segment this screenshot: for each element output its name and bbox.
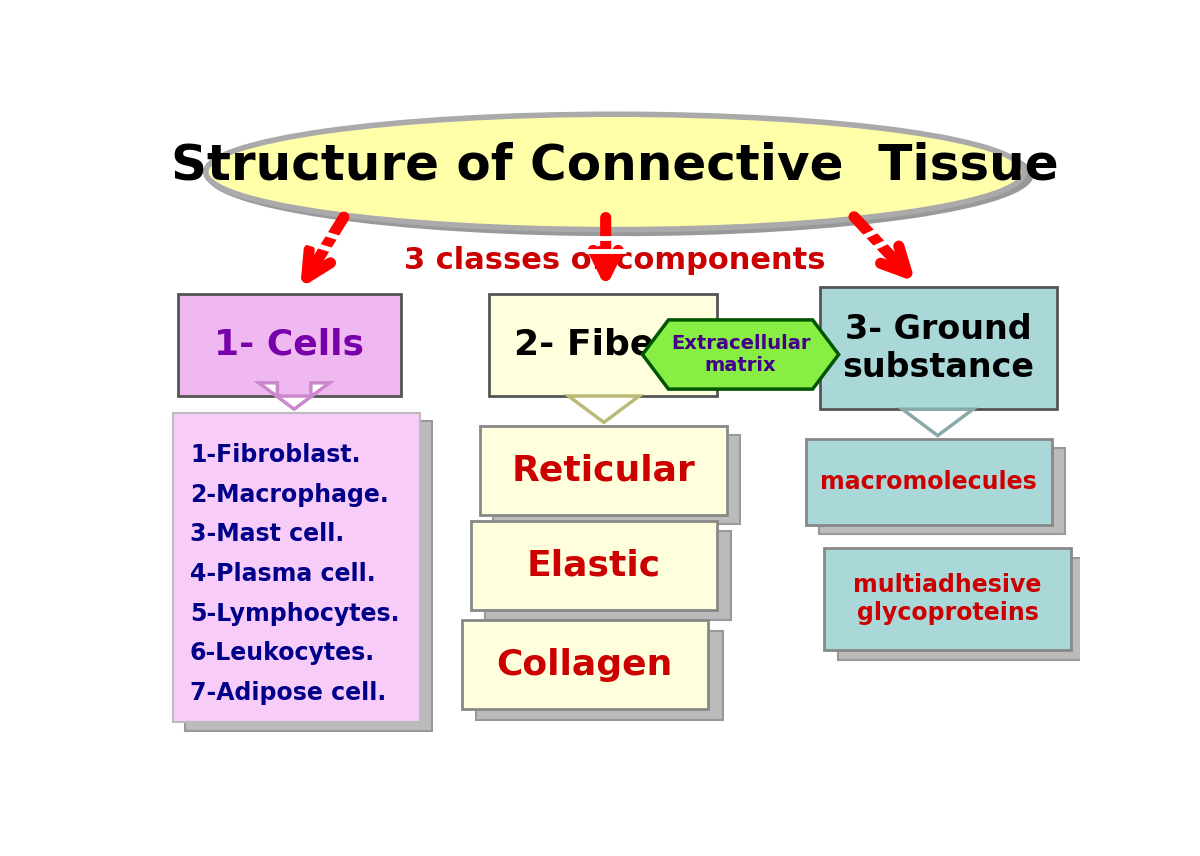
Text: macromolecules: macromolecules <box>821 470 1037 494</box>
FancyBboxPatch shape <box>490 294 718 396</box>
Text: Elastic: Elastic <box>527 549 661 583</box>
Text: 1- Cells: 1- Cells <box>215 328 365 362</box>
FancyBboxPatch shape <box>818 448 1066 534</box>
Polygon shape <box>902 409 973 436</box>
Text: 7-Adipose cell.: 7-Adipose cell. <box>190 681 386 704</box>
Text: 6-Leukocytes.: 6-Leukocytes. <box>190 641 376 665</box>
FancyBboxPatch shape <box>805 439 1052 525</box>
FancyBboxPatch shape <box>485 531 731 620</box>
Ellipse shape <box>206 114 1025 229</box>
Ellipse shape <box>206 114 1033 236</box>
Text: 4-Plasma cell.: 4-Plasma cell. <box>190 562 376 586</box>
Polygon shape <box>259 383 330 409</box>
FancyBboxPatch shape <box>480 425 727 514</box>
FancyBboxPatch shape <box>462 620 708 709</box>
Text: 2- Fibers: 2- Fibers <box>514 328 694 362</box>
Text: Collagen: Collagen <box>497 648 673 681</box>
FancyBboxPatch shape <box>476 631 722 720</box>
Polygon shape <box>569 396 640 422</box>
Text: 2-Macrophage.: 2-Macrophage. <box>190 483 389 507</box>
Text: 3- Ground
substance: 3- Ground substance <box>842 312 1034 383</box>
FancyBboxPatch shape <box>185 421 432 731</box>
FancyBboxPatch shape <box>820 288 1057 409</box>
FancyBboxPatch shape <box>178 294 401 396</box>
Text: 3 classes of components: 3 classes of components <box>404 247 826 276</box>
FancyBboxPatch shape <box>493 435 739 524</box>
Text: 1-Fibroblast.: 1-Fibroblast. <box>190 443 360 467</box>
Text: Extracellular
matrix: Extracellular matrix <box>671 334 810 375</box>
Text: Reticular: Reticular <box>511 453 695 487</box>
Text: 5-Lymphocytes.: 5-Lymphocytes. <box>190 602 400 626</box>
FancyBboxPatch shape <box>824 548 1070 650</box>
Text: Structure of Connective  Tissue: Structure of Connective Tissue <box>172 141 1058 189</box>
FancyBboxPatch shape <box>470 521 718 610</box>
Text: multiadhesive
glycoproteins: multiadhesive glycoproteins <box>853 573 1042 625</box>
Polygon shape <box>642 320 839 389</box>
FancyBboxPatch shape <box>839 557 1085 660</box>
Text: 3-Mast cell.: 3-Mast cell. <box>190 522 344 546</box>
FancyBboxPatch shape <box>173 413 420 722</box>
